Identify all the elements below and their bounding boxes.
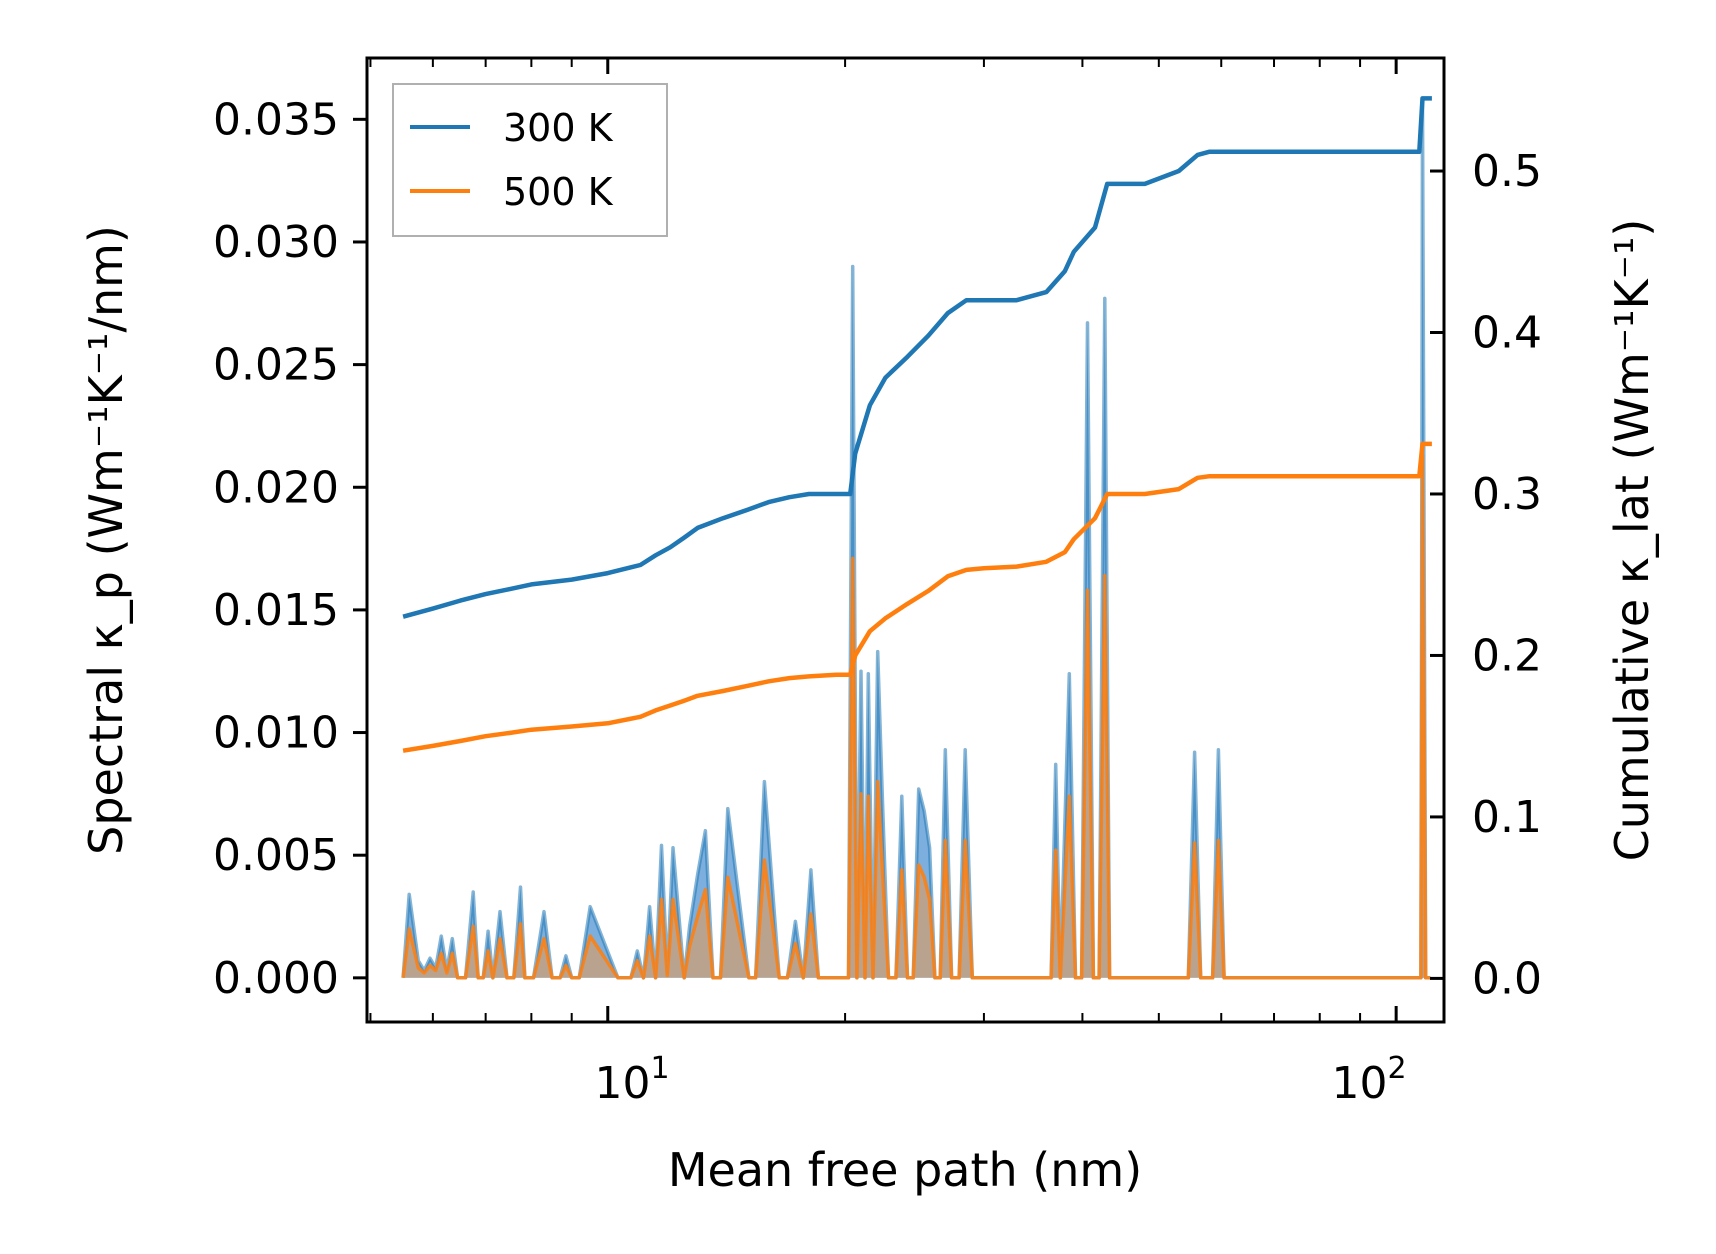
cumulative-line-500k xyxy=(402,441,1432,753)
y-left-tick-label: 0.035 xyxy=(213,94,339,145)
spectral-layer xyxy=(401,100,1431,980)
plot-area xyxy=(401,96,1432,980)
x-axis-label: Mean free path (nm) xyxy=(668,1143,1142,1197)
y-right-axis-label: Cumulative κ_lat (Wm⁻¹K⁻¹) xyxy=(1605,219,1659,862)
cumulative-layer xyxy=(402,96,1432,753)
plot-frame xyxy=(365,56,1446,1024)
x-tick-label-10: 101 xyxy=(594,1051,669,1109)
y-left-tick-label: 0.030 xyxy=(213,217,339,268)
y-right-tick-label: 0.4 xyxy=(1472,308,1542,359)
y-left-tick-label: 0.025 xyxy=(213,340,339,391)
y-right-tick-label: 0.0 xyxy=(1472,953,1542,1004)
y-left-tick-label: 0.015 xyxy=(213,585,339,636)
cumulative-line-300k xyxy=(402,96,1432,619)
y-left-tick-label: 0.020 xyxy=(213,462,339,513)
y-left-tick-label: 0.000 xyxy=(213,953,339,1004)
y-right-tick-label: 0.3 xyxy=(1472,469,1542,520)
y-right-tick-label: 0.5 xyxy=(1472,146,1542,197)
y-right-tick-label: 0.1 xyxy=(1472,792,1542,843)
legend-label-300k: 300 K xyxy=(503,106,614,150)
y-left-tick-label: 0.005 xyxy=(213,830,339,881)
legend-label-500k: 500 K xyxy=(503,170,614,214)
ticks-layer: 0.000 0.005 0.010 0.015 0.020 0.025 0.030 0.035… xyxy=(213,58,1542,1022)
y-left-tick-label: 0.010 xyxy=(213,708,339,759)
spectral-line-500k xyxy=(401,453,1431,980)
x-tick-label-100: 102 xyxy=(1331,1051,1406,1109)
y-right-tick-label: 0.2 xyxy=(1472,630,1542,681)
legend: 300 K 500 K xyxy=(392,83,668,237)
y-left-axis-label: Spectral κ_p (Wm⁻¹K⁻¹/nm) xyxy=(79,225,133,855)
legend-box xyxy=(392,83,668,237)
